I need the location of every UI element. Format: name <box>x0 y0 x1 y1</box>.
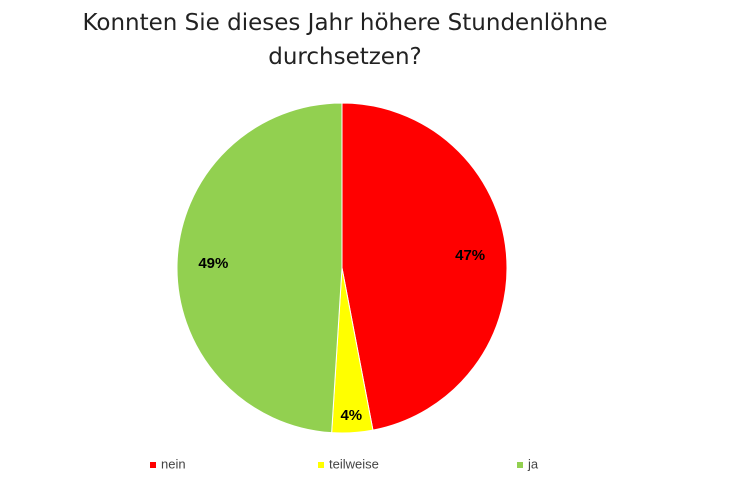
chart-title: Konnten Sie dieses Jahr höhere Stundenlö… <box>82 10 608 70</box>
legend-marker <box>150 462 156 468</box>
legend-label: teilweise <box>329 456 379 471</box>
pie-slice <box>176 102 343 434</box>
data-label: 4% <box>340 407 362 424</box>
pie-slice <box>341 102 508 431</box>
data-label: 47% <box>455 247 485 264</box>
legend-label: nein <box>161 456 186 471</box>
legend-marker <box>318 462 324 468</box>
legend-label: ja <box>527 456 539 471</box>
data-label: 49% <box>198 255 228 272</box>
legend-marker <box>517 462 523 468</box>
